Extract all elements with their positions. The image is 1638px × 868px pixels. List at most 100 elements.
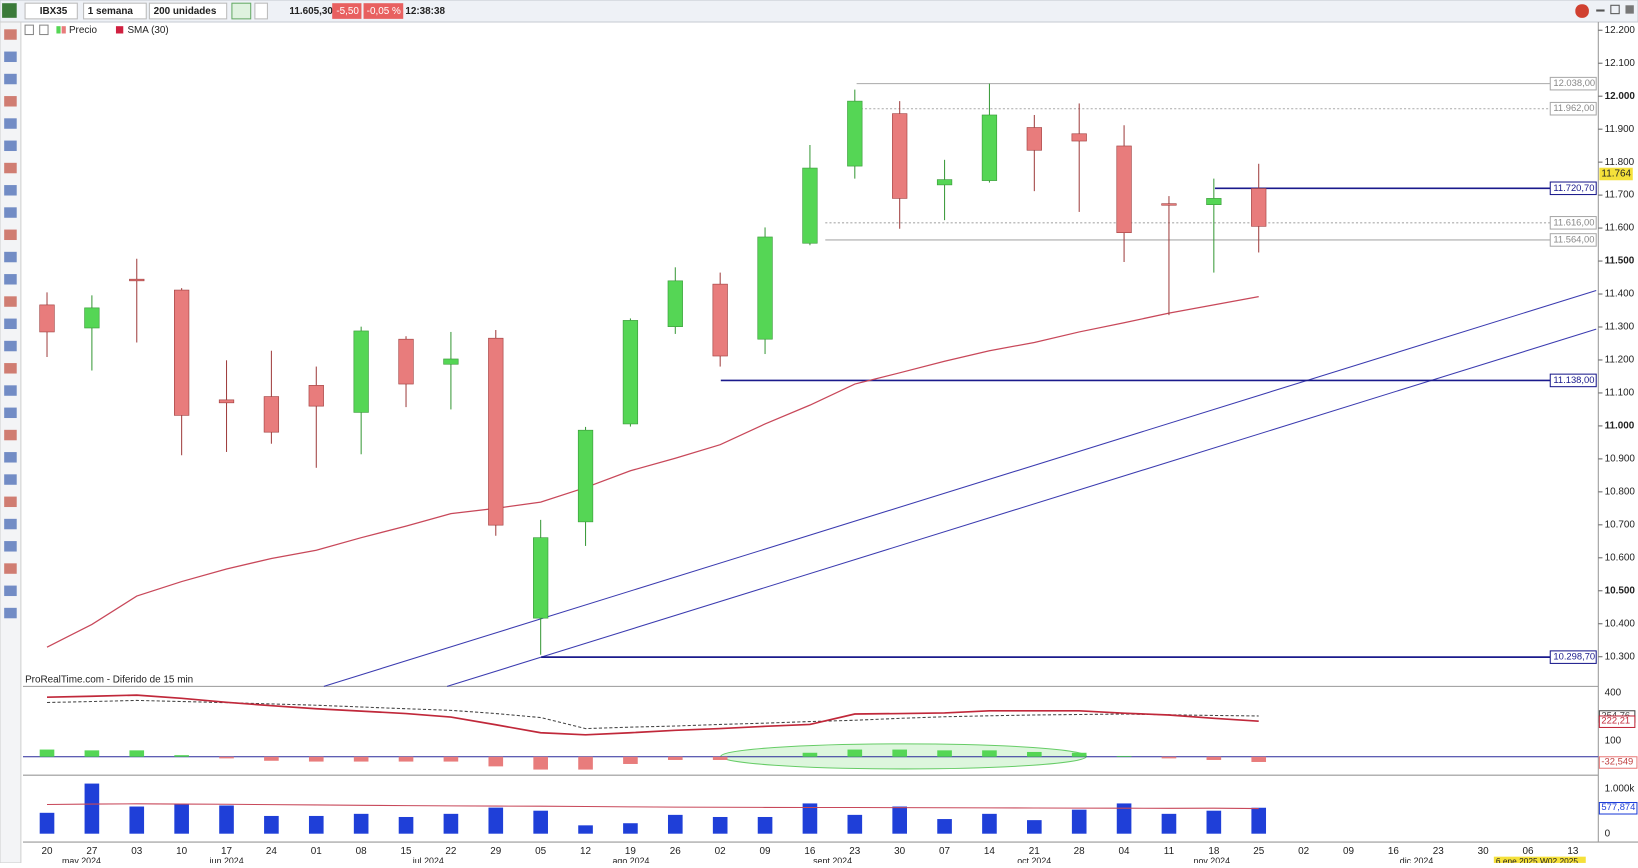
x-tick-label: 20: [41, 846, 53, 857]
y-tick-label: 10.500: [1605, 585, 1636, 596]
y-tick-label: 11.800: [1605, 157, 1635, 168]
legend: Precio SMA (30): [24, 24, 169, 36]
tool-icon[interactable]: [4, 185, 17, 196]
histogram-bar: [533, 756, 548, 770]
histogram-bar: [443, 756, 459, 762]
cursor-box: [1493, 856, 1586, 863]
x-tick-label: 06: [1522, 846, 1534, 857]
candle-body: [533, 537, 549, 619]
tool-icon[interactable]: [4, 340, 17, 352]
tool-icon[interactable]: [4, 296, 17, 307]
tool-icon[interactable]: [4, 474, 17, 485]
y-tick-label: 11.500: [1605, 256, 1635, 267]
tool-icon[interactable]: [4, 229, 17, 241]
symbol[interactable]: IBX35: [40, 6, 68, 17]
x-tick-label: 10: [176, 846, 188, 857]
tool-icon[interactable]: [4, 385, 17, 396]
tool-icon[interactable]: [4, 363, 17, 374]
minimize-button[interactable]: [1596, 9, 1605, 12]
volume-bar: [937, 819, 952, 834]
tool-icon[interactable]: [4, 541, 17, 552]
close-button[interactable]: [1625, 5, 1634, 14]
legend-button[interactable]: [39, 24, 49, 36]
month-label: jun 2024: [209, 856, 244, 863]
histogram-bar: [1161, 756, 1177, 759]
tool-icon[interactable]: [4, 563, 17, 574]
chart-type-button[interactable]: [231, 2, 252, 20]
y-tick-label: 0: [1605, 828, 1611, 839]
x-tick-label: 18: [1208, 846, 1220, 857]
candle-body: [757, 236, 773, 340]
y-tick-label: 400: [1605, 687, 1622, 698]
candle-body: [577, 429, 594, 523]
tool-icon[interactable]: [4, 51, 17, 63]
restore-button[interactable]: [1610, 4, 1620, 15]
tool-icon[interactable]: [4, 274, 17, 285]
symbol-box[interactable]: [24, 2, 78, 20]
legend-price[interactable]: Precio: [69, 25, 98, 36]
x-tick-label: 05: [535, 846, 547, 857]
tool-icon[interactable]: [4, 73, 17, 85]
tool-icon[interactable]: [4, 118, 17, 129]
volume-bar: [578, 825, 593, 834]
tool-icon[interactable]: [4, 496, 17, 508]
tool-icon[interactable]: [4, 407, 17, 419]
x-tick-label: 04: [1119, 846, 1131, 857]
volume-last-label: 577,874: [1601, 801, 1635, 812]
histogram-bar: [847, 749, 863, 757]
tool-icon[interactable]: [4, 140, 17, 152]
tool-icon[interactable]: [4, 429, 17, 441]
tool-icon[interactable]: [4, 318, 17, 330]
tool-icon[interactable]: [4, 607, 17, 619]
volume-bar: [1071, 809, 1087, 834]
current-price-label: 11.764: [1601, 169, 1631, 180]
tool-icon[interactable]: [4, 96, 17, 107]
tool-icon[interactable]: [4, 452, 17, 463]
timeframe-box[interactable]: [83, 2, 147, 20]
timeframe[interactable]: 1 semana: [88, 6, 134, 17]
level-label: 12.038,00: [1553, 77, 1595, 88]
candle-body: [936, 179, 953, 186]
refresh-button[interactable]: [1575, 4, 1589, 18]
candle-body: [218, 399, 235, 404]
month-label: dic 2024: [1400, 856, 1434, 863]
legend-swatch: [61, 26, 66, 34]
tool-icon[interactable]: [4, 585, 17, 597]
x-tick-label: 09: [1343, 846, 1355, 857]
units-box[interactable]: [148, 2, 228, 20]
volume-bar: [1027, 820, 1042, 834]
level-label: 11.962,00: [1553, 102, 1594, 113]
candle-body: [353, 330, 369, 413]
y-tick-label: 11.300: [1605, 322, 1635, 333]
histogram-bar: [219, 756, 234, 759]
tool-icon[interactable]: [4, 207, 17, 218]
legend-sma[interactable]: SMA (30): [127, 25, 168, 36]
volume-bar: [847, 814, 863, 834]
legend-button[interactable]: [24, 24, 34, 36]
volume-bar: [84, 783, 100, 834]
app-icon[interactable]: [2, 3, 17, 18]
level-label-box: [1549, 233, 1597, 247]
level-label: 11.720,70: [1553, 182, 1594, 193]
tool-icon[interactable]: [4, 518, 17, 530]
candle-body: [1116, 145, 1132, 234]
tool-icon[interactable]: [4, 251, 17, 263]
indicator-line: [46, 699, 1259, 730]
histogram-bar: [1206, 756, 1222, 760]
y-tick-label: 11.400: [1605, 289, 1635, 300]
y-tick-label: 12.200: [1605, 25, 1636, 36]
y-tick-label: 12.100: [1605, 58, 1636, 69]
volume-bar: [488, 807, 504, 834]
x-tick-label: 17: [221, 846, 233, 857]
tool-icon[interactable]: [4, 162, 17, 174]
candle-body: [443, 358, 459, 365]
candle-body: [84, 307, 100, 329]
histogram-bar: [1027, 751, 1042, 757]
candle-body: [622, 320, 639, 425]
indicator-line: [46, 694, 1259, 736]
units[interactable]: 200 unidades: [154, 6, 217, 17]
chart-type-menu[interactable]: [254, 2, 268, 20]
level-label: 11.564,00: [1553, 233, 1594, 244]
volume-bar: [802, 803, 818, 834]
tool-icon[interactable]: [4, 29, 17, 40]
